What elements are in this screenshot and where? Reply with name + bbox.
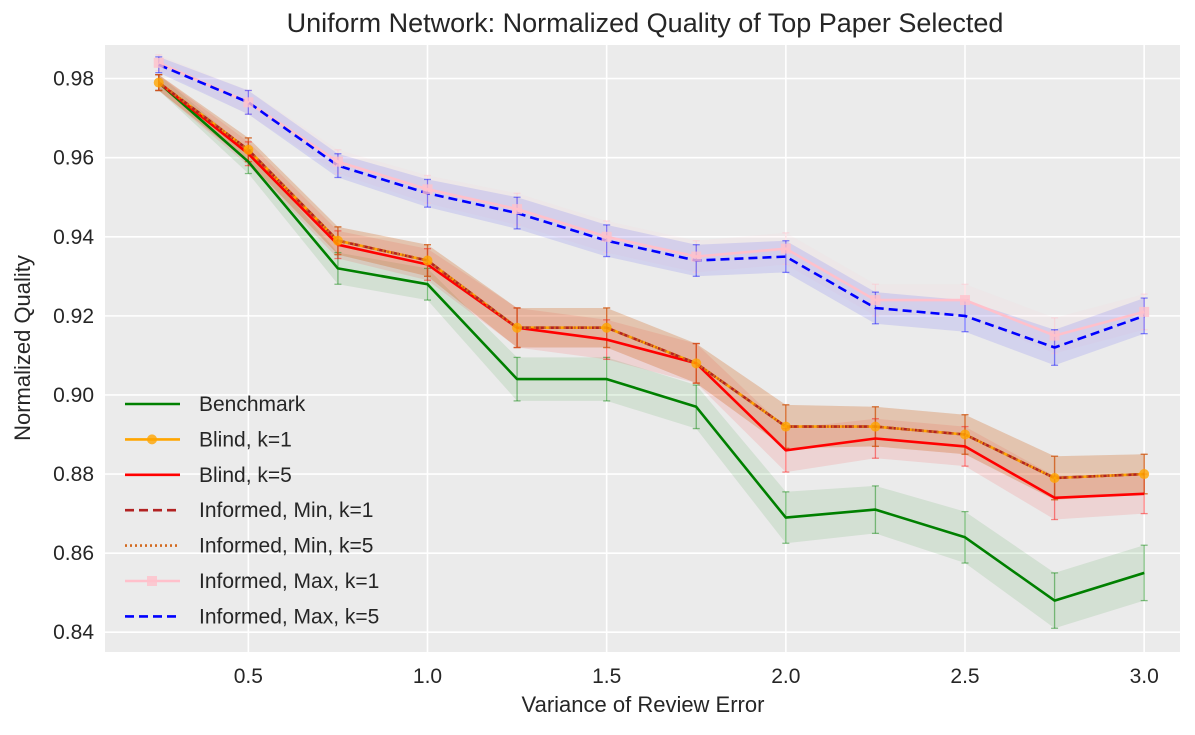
series-line	[158, 61, 1145, 337]
series-line	[158, 81, 1145, 480]
data-point	[870, 421, 881, 432]
y-tick-label: 0.94	[53, 226, 94, 249]
legend-label: Blind, k=1	[199, 428, 292, 451]
data-point	[332, 156, 343, 167]
data-point	[1139, 469, 1150, 480]
legend-swatch-marker	[147, 434, 157, 445]
data-point	[512, 322, 523, 333]
legend-label: Benchmark	[199, 393, 306, 416]
data-point	[960, 429, 970, 440]
data-point	[1049, 473, 1060, 484]
error-band	[158, 54, 1145, 354]
error-band	[158, 74, 1145, 500]
data-point	[243, 97, 254, 108]
x-axis-label: Variance of Review Error	[522, 692, 765, 717]
y-tick-label: 0.96	[53, 147, 94, 170]
y-axis-ticks: 0.84 0.86 0.88 0.90 0.92 0.94 0.96 0.98	[53, 68, 94, 645]
error-band	[158, 56, 1145, 366]
data-point	[870, 295, 881, 306]
legend-swatch-marker	[147, 576, 157, 586]
legend-label: Informed, Min, k=1	[199, 499, 374, 522]
legend-label: Informed, Min, k=5	[199, 535, 374, 558]
series-line	[157, 81, 1145, 602]
x-tick-label: 2.5	[950, 665, 979, 688]
y-tick-label: 0.88	[53, 463, 94, 486]
data-point	[601, 322, 612, 333]
data-point	[1049, 330, 1060, 341]
y-tick-label: 0.84	[53, 621, 94, 644]
series-lines	[157, 61, 1145, 602]
series-line	[158, 63, 1145, 349]
data-point	[601, 231, 612, 242]
x-tick-label: 2.0	[771, 665, 800, 688]
x-tick-label: 0.5	[234, 665, 263, 688]
grid	[105, 45, 1180, 652]
error-band	[158, 74, 1145, 629]
x-tick-label: 1.5	[592, 665, 621, 688]
legend-label: Informed, Max, k=1	[199, 570, 379, 593]
y-axis-label: Normalized Quality	[10, 255, 35, 441]
error-band	[158, 74, 1145, 500]
y-tick-label: 0.90	[53, 384, 94, 407]
series-markers	[153, 57, 1150, 484]
error-band	[158, 74, 1145, 500]
series-line	[157, 81, 1145, 500]
data-point	[422, 184, 433, 195]
y-tick-label: 0.86	[53, 542, 94, 565]
legend: Benchmark Blind, k=1 Blind, k=5 Informed, M…	[125, 393, 379, 628]
x-tick-label: 1.0	[413, 665, 442, 688]
legend-label: Informed, Max, k=5	[199, 605, 379, 628]
data-point	[691, 251, 702, 262]
data-point	[691, 358, 702, 369]
data-point	[153, 57, 164, 68]
x-axis-ticks: 0.5 1.0 1.5 2.0 2.5 3.0	[234, 665, 1159, 688]
legend-label: Blind, k=5	[199, 464, 292, 487]
y-tick-label: 0.98	[53, 68, 94, 91]
data-point	[780, 243, 791, 254]
data-point	[153, 77, 164, 88]
y-tick-label: 0.92	[53, 305, 94, 328]
data-point	[1139, 306, 1150, 317]
data-point	[960, 295, 970, 306]
data-point	[243, 144, 254, 155]
data-point	[332, 235, 343, 246]
chart-title: Uniform Network: Normalized Quality of T…	[287, 8, 1004, 38]
data-point	[422, 255, 433, 266]
data-point	[512, 204, 523, 215]
data-point	[780, 421, 791, 432]
x-tick-label: 3.0	[1130, 665, 1159, 688]
